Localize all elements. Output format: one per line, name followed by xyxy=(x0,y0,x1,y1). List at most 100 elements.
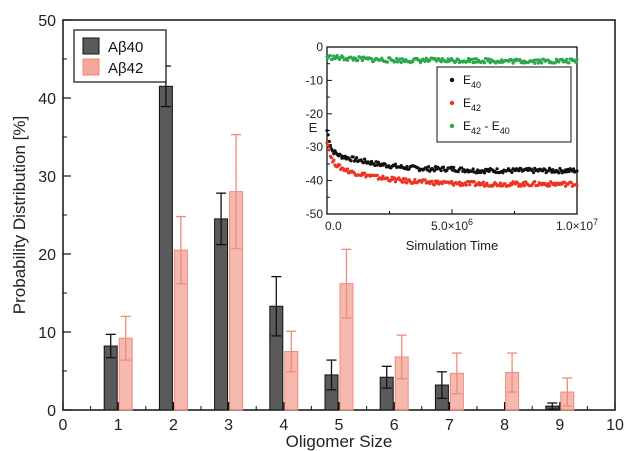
inset-point xyxy=(351,155,355,159)
inset-series-2 xyxy=(325,54,579,65)
inset-y-tick-label: -40 xyxy=(306,174,324,188)
inset-point xyxy=(441,165,446,169)
inset-point xyxy=(574,60,578,64)
x-tick-label: 2 xyxy=(169,417,178,434)
y-axis-title: Probability Distribution [%] xyxy=(10,116,29,314)
inset-point xyxy=(503,182,507,186)
inset-point xyxy=(498,181,503,185)
inset-point xyxy=(533,61,537,65)
inset-legend-label: E40 xyxy=(463,73,481,90)
x-axis-title: Oligomer Size xyxy=(286,432,393,451)
inset-point xyxy=(532,170,536,175)
inset-point xyxy=(472,57,476,61)
inset-point xyxy=(550,170,554,174)
inset-point xyxy=(548,184,552,188)
inset-point xyxy=(360,58,364,63)
inset-point xyxy=(456,57,460,61)
inset-point xyxy=(405,164,409,169)
inset-point xyxy=(327,148,331,152)
inset-point xyxy=(466,179,471,184)
inset-point xyxy=(363,171,367,175)
bar-ab40 xyxy=(214,218,229,411)
inset-x-tick-label: 5.0×106 xyxy=(431,217,473,233)
x-tick-label: 5 xyxy=(335,417,344,434)
inset-legend-label: E42 - E40 xyxy=(463,119,510,136)
inset-point xyxy=(430,179,434,183)
inset-point xyxy=(385,60,390,64)
inset-point xyxy=(471,167,475,171)
legend-swatch-ab40 xyxy=(82,37,100,55)
inset-point xyxy=(551,168,555,172)
inset-point xyxy=(413,178,417,182)
inset-point xyxy=(436,179,440,183)
y-tick-label: 50 xyxy=(38,13,56,30)
inset-y-ticks: -50 -40 -30 -20 -10 0 xyxy=(306,40,332,221)
inset-point xyxy=(565,57,569,61)
inset-point xyxy=(393,162,398,166)
inset-point xyxy=(511,61,515,65)
inset-point xyxy=(423,59,427,63)
x-tick-label: 8 xyxy=(500,417,509,434)
inset-x-tick-label: 1.0×107 xyxy=(556,217,598,233)
inset-point xyxy=(536,183,540,187)
inset-point xyxy=(449,179,454,184)
inset-x-tick-label: 0.0 xyxy=(325,219,342,233)
inset-point xyxy=(328,143,333,148)
inset-point xyxy=(363,157,367,161)
inset-point xyxy=(533,180,537,184)
inset-point xyxy=(464,183,468,187)
inset-point xyxy=(405,181,409,185)
inset-point xyxy=(557,171,561,175)
inset-y-tick-label: -20 xyxy=(306,107,324,121)
inset-point xyxy=(543,167,547,172)
inset-point xyxy=(395,56,399,61)
inset-point xyxy=(560,57,564,61)
inset-point xyxy=(495,167,499,171)
inset-legend-label: E42 xyxy=(463,96,481,113)
x-tick-label: 1 xyxy=(114,417,123,434)
inset-y-tick-label: -50 xyxy=(306,207,324,221)
inset-legend-marker xyxy=(449,123,455,129)
inset-point xyxy=(355,156,359,160)
inset-point xyxy=(411,60,415,64)
legend-label-ab42: Aβ42 xyxy=(108,60,143,77)
inset-point xyxy=(460,166,464,170)
inset-series xyxy=(325,54,579,188)
inset-legend-marker xyxy=(449,100,455,106)
inset-point xyxy=(481,180,485,184)
inset-point xyxy=(426,165,431,169)
inset-point xyxy=(423,178,427,182)
inset-point xyxy=(487,169,491,173)
inset-point xyxy=(575,169,579,173)
inset-y-axis-title: E xyxy=(309,120,318,135)
inset-y-tick-label: -30 xyxy=(306,140,324,154)
inset-point xyxy=(575,57,579,61)
inset-point xyxy=(432,183,436,187)
inset-point xyxy=(562,180,567,184)
inset-point xyxy=(341,55,345,59)
inset-point xyxy=(494,170,498,175)
y-tick-label: 30 xyxy=(38,169,56,186)
main-plot: 0 1 2 3 4 5 6 7 8 9 10 0 10 20 30 40 50 Oligomer Size P… xyxy=(10,13,624,451)
inset-point xyxy=(326,133,330,137)
inset-point xyxy=(392,176,396,180)
inset-point xyxy=(468,183,472,187)
inset-y-tick-label: -10 xyxy=(306,73,324,87)
inset-point xyxy=(482,61,487,65)
inset-point xyxy=(518,58,522,62)
inset-y-tick-label: 0 xyxy=(316,40,323,54)
main-legend: Aβ40 Aβ42 xyxy=(73,29,167,83)
inset-point xyxy=(349,159,353,163)
inset-point xyxy=(326,143,330,148)
inset-x-ticks: 0.0 5.0×106 1.0×107 xyxy=(325,209,598,233)
inset-point xyxy=(517,169,521,173)
x-tick-label: 10 xyxy=(606,417,624,434)
inset-point xyxy=(445,168,449,173)
inset-point xyxy=(488,61,492,65)
inset-point xyxy=(356,58,360,62)
inset-point xyxy=(510,183,514,187)
inset-point xyxy=(375,173,379,177)
inset-point xyxy=(399,60,403,65)
inset-point xyxy=(369,57,374,61)
inset-plot: -50 -40 -30 -20 -10 0 0.0 5.0×106 1.0×107 E Sim… xyxy=(300,30,610,253)
